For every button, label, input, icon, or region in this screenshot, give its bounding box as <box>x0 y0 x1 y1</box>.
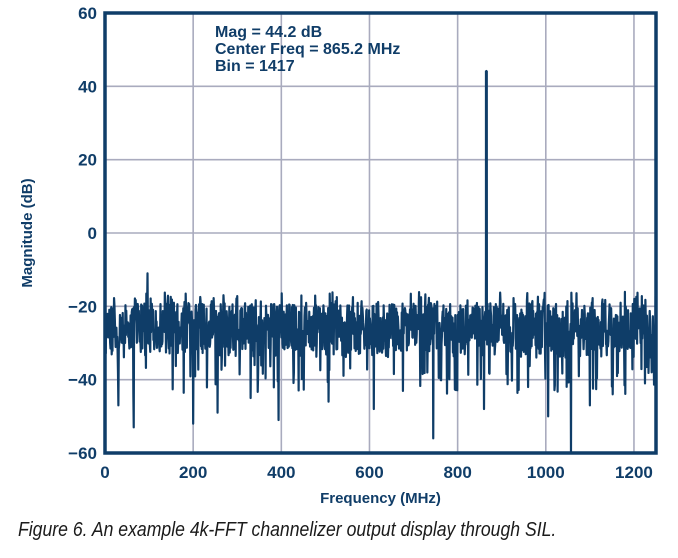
grid-lines <box>105 13 656 453</box>
x-tick-label: 600 <box>355 463 383 482</box>
x-axis-title: Frequency (MHz) <box>320 490 441 507</box>
x-tick-label: 0 <box>100 463 109 482</box>
y-tick-label: 60 <box>78 4 97 23</box>
y-tick-label: 0 <box>88 224 97 243</box>
y-tick-label: −60 <box>68 444 97 463</box>
x-tick-label: 200 <box>179 463 207 482</box>
plot-frame <box>103 11 658 455</box>
x-tick-label: 800 <box>443 463 471 482</box>
figure-caption: Figure 6. An example 4k-FFT channelizer … <box>18 518 557 541</box>
y-tick-label: −40 <box>68 371 97 390</box>
x-tick-label: 1000 <box>527 463 565 482</box>
annotation-line: Center Freq = 865.2 MHz <box>215 41 400 58</box>
spectrum-trace <box>103 69 658 455</box>
series-spectrum <box>103 69 658 455</box>
annotation-line: Bin = 1417 <box>215 58 295 75</box>
y-tick-label: 20 <box>78 151 97 170</box>
y-tick-labels: 60 40 20 0 −20 −40 −60 <box>68 4 97 463</box>
annotation-line: Mag = 44.2 dB <box>215 24 322 41</box>
y-axis-title: Magnitude (dB) <box>19 178 36 287</box>
y-tick-label: 40 <box>78 77 97 96</box>
x-tick-label: 1200 <box>615 463 653 482</box>
x-tick-labels: 0 200 400 600 800 1000 1200 <box>100 463 653 482</box>
y-tick-label: −20 <box>68 297 97 316</box>
x-tick-label: 400 <box>267 463 295 482</box>
